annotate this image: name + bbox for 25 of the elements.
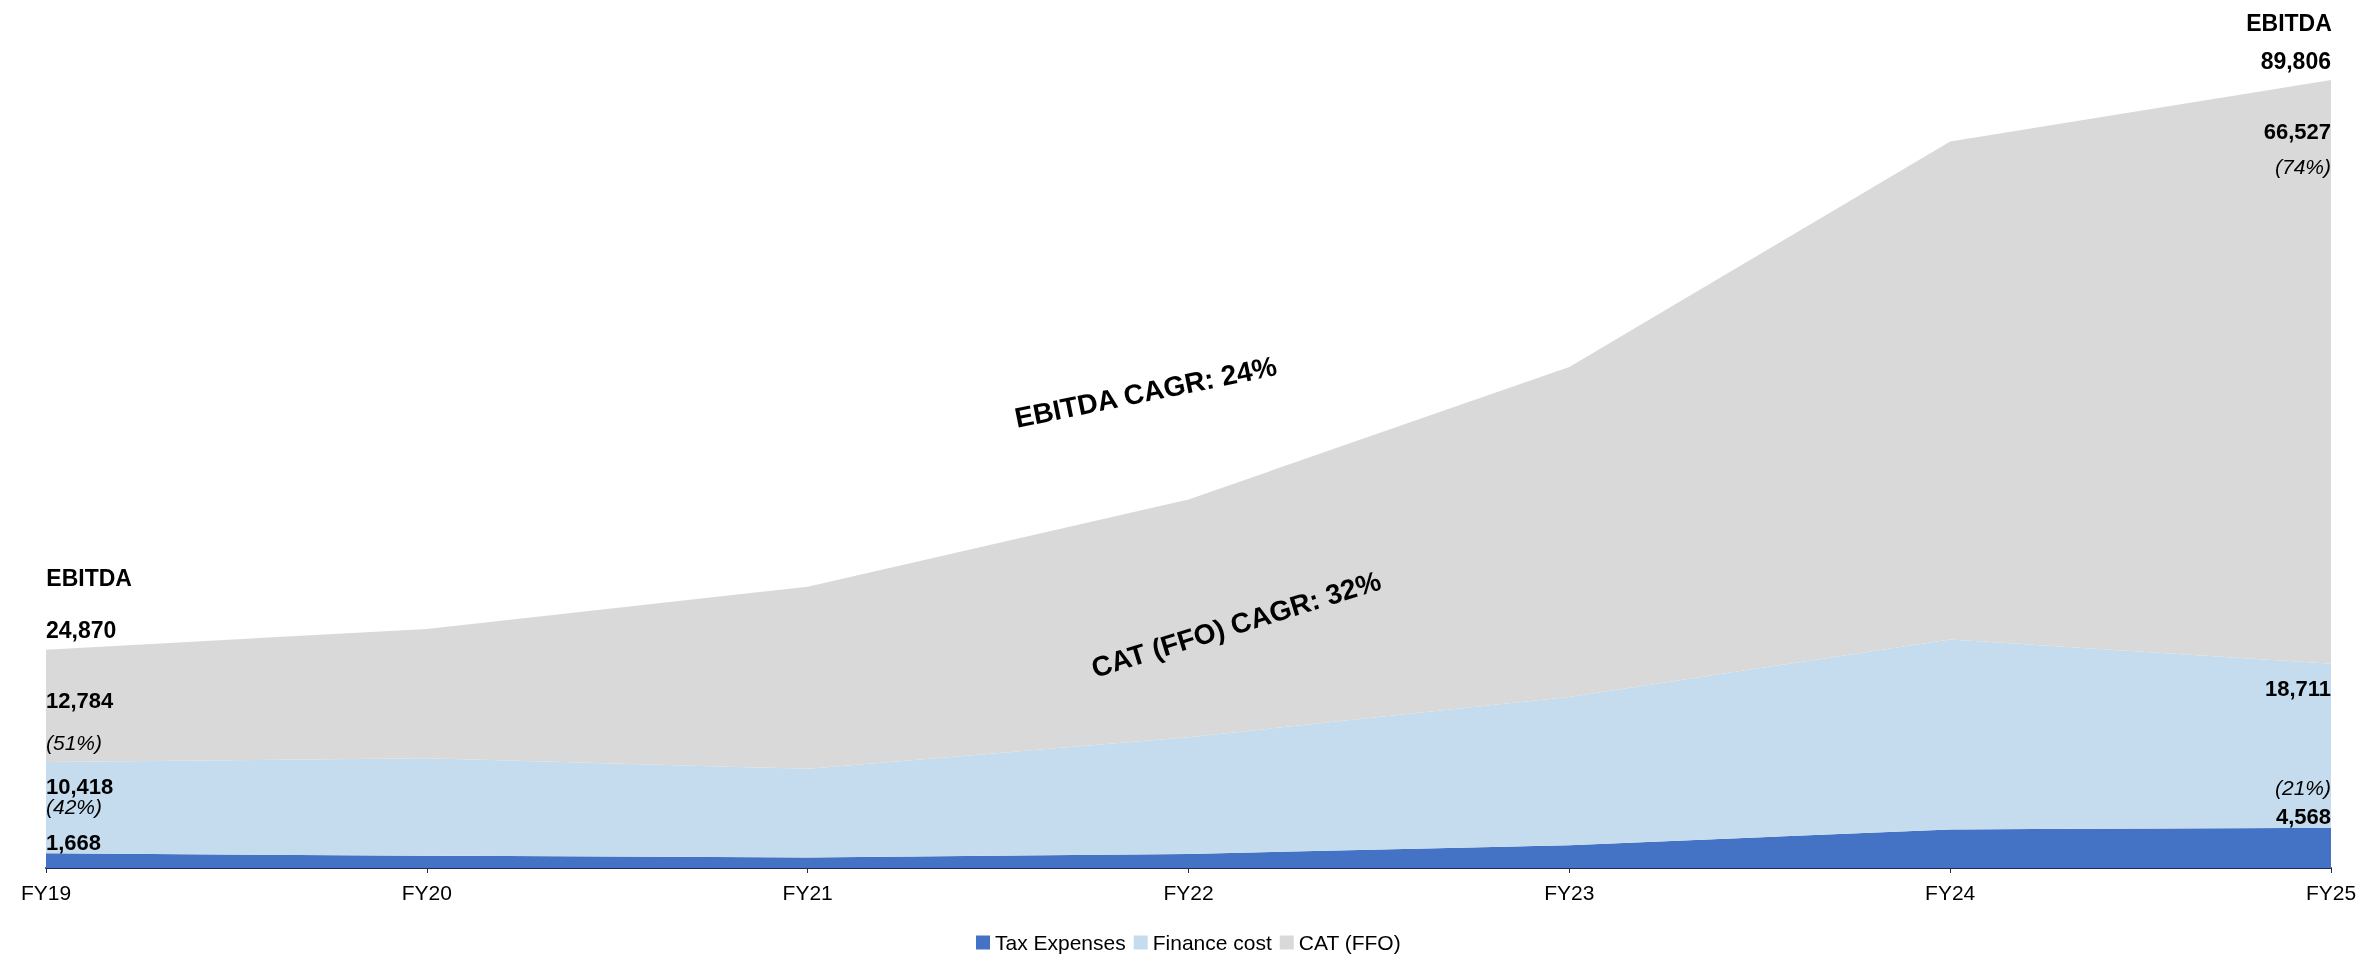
text: EBITDA <box>2246 10 2332 37</box>
annotation: EBITDA <box>46 564 132 591</box>
x-tick-label: FY21 <box>782 881 833 904</box>
annotation: CAT (FFO) CAGR: 32% <box>1087 564 1385 684</box>
data-label: 1,668 <box>46 829 102 855</box>
data-label: 4,568 <box>2275 804 2331 830</box>
x-tick-label: FY24 <box>1925 881 1976 904</box>
x-tick-label: FY22 <box>1163 881 1214 904</box>
legend-label: Tax Expenses <box>994 931 1126 954</box>
total-label: 24,870 <box>46 617 117 644</box>
data-label: 66,527 <box>2263 118 2331 144</box>
annotation: (51%) <box>46 731 103 755</box>
data-label: 18,711 <box>2264 676 2331 702</box>
legend-label: Finance cost <box>1152 931 1272 954</box>
x-tick-label: FY19 <box>20 881 72 904</box>
x-tick-label: FY25 <box>2305 881 2357 904</box>
x-tick-label: FY23 <box>1544 881 1595 904</box>
annotation: EBITDA CAGR: 24% <box>1012 350 1280 434</box>
total-label: 89,806 <box>2260 47 2331 74</box>
data-label: 10,418 <box>46 774 114 800</box>
data-label: 12,784 <box>46 688 115 714</box>
annotation: (74%) <box>2274 154 2331 178</box>
annotation: (21%) <box>2274 775 2331 799</box>
x-tick-label: FY20 <box>401 881 452 904</box>
legend-label: CAT (FFO) <box>1298 931 1401 954</box>
